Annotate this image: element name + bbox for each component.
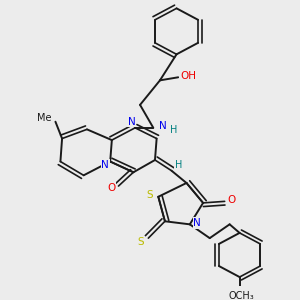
Text: S: S	[147, 190, 153, 200]
Text: OH: OH	[180, 71, 196, 81]
Text: O: O	[228, 195, 236, 205]
Text: N: N	[128, 117, 136, 127]
Text: Me: Me	[37, 113, 51, 123]
Text: H: H	[175, 160, 183, 170]
Text: N: N	[193, 218, 201, 228]
Text: S: S	[138, 237, 144, 247]
Text: N: N	[101, 160, 109, 170]
Text: N: N	[159, 121, 167, 131]
Text: O: O	[107, 183, 115, 193]
Text: OCH₃: OCH₃	[228, 291, 254, 300]
Text: H: H	[170, 125, 178, 135]
